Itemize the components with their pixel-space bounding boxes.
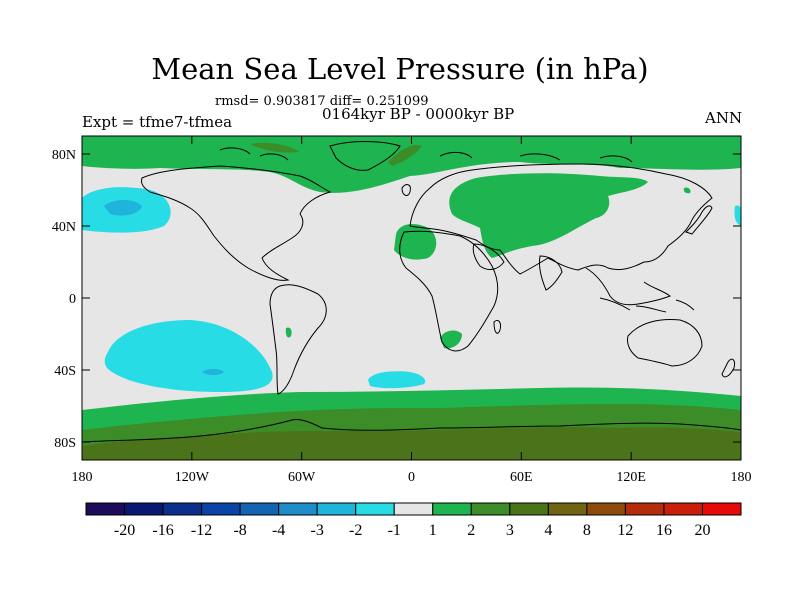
colorbar-label: 3 <box>506 522 514 539</box>
map-field <box>82 136 741 460</box>
eurasia-positive-region <box>449 173 648 258</box>
south-pacific-negative-region <box>104 320 273 392</box>
y-tick-label: 40N <box>52 220 76 235</box>
colorbar-swatch <box>663 502 703 516</box>
x-tick-label: 60W <box>288 470 316 485</box>
greenland-dark-patch <box>388 144 422 166</box>
colorbar-swatch <box>355 502 395 516</box>
colorbar-swatch <box>85 502 126 516</box>
coast-southeast-asia <box>585 267 672 306</box>
x-tick-label: 120E <box>616 470 646 485</box>
x-tick-label: 0 <box>408 470 415 485</box>
experiment-label: Expt = tfme7-tfmea <box>82 113 233 131</box>
y-tick-label: 80N <box>52 148 76 163</box>
coast-eurasia <box>409 163 713 275</box>
coast-japan <box>685 205 713 235</box>
arctic-dark-patch <box>250 142 300 153</box>
south-america-positive-spot <box>285 327 292 338</box>
x-tick-label: 180 <box>72 470 93 485</box>
coast-arctic-islands <box>219 147 633 163</box>
colorbar-swatch <box>432 502 472 516</box>
coast-south-america <box>269 284 327 395</box>
antarctica-band-3 <box>82 427 741 460</box>
north-pacific-east-negative <box>734 205 741 226</box>
x-tick-label: 120W <box>175 470 210 485</box>
coast-uk <box>401 184 411 196</box>
colorbar-swatch <box>547 502 588 516</box>
colorbar-swatch <box>239 502 280 516</box>
south-pacific-negative-core <box>202 369 224 375</box>
y-axis-ticks: 80N 40N 0 40S 80S <box>52 148 741 451</box>
colorbar-swatch <box>393 502 434 516</box>
colorbar-swatch <box>701 502 742 516</box>
coast-new-zealand <box>721 358 735 378</box>
colorbar-label: -20 <box>114 522 135 539</box>
y-tick-label: 80S <box>54 436 76 451</box>
south-atlantic-negative-region <box>368 371 426 389</box>
y-tick-label: 0 <box>69 292 76 307</box>
coast-antarctica <box>82 419 741 443</box>
north-pacific-negative-core <box>104 200 142 216</box>
east-asia-positive-spot <box>683 187 691 194</box>
coast-arabia <box>472 243 505 270</box>
arctic-positive-region <box>82 136 741 193</box>
colorbar-swatch <box>162 502 203 516</box>
colorbar-swatch <box>586 502 626 516</box>
coast-africa <box>399 230 499 352</box>
colorbar-swatch <box>509 502 549 516</box>
coastlines <box>82 141 741 443</box>
colorbar: -20 -16 -12 -8 -4 -3 -2 -1 1 2 3 4 8 12 16 20 <box>85 502 742 539</box>
colorbar-label: 1 <box>429 522 437 539</box>
colorbar-label: 20 <box>694 522 710 539</box>
map-title: Mean Sea Level Pressure (in hPa) <box>151 52 649 86</box>
colorbar-swatch <box>124 502 164 516</box>
southern-africa-positive-region <box>440 330 462 349</box>
x-tick-label: 60E <box>510 470 533 485</box>
colorbar-swatch <box>316 502 357 516</box>
x-tick-label: 180 <box>731 470 752 485</box>
north-africa-positive-region <box>394 224 437 260</box>
stats-subtitle: rmsd= 0.903817 diff= 0.251099 <box>215 94 429 109</box>
colorbar-label: -8 <box>233 522 246 539</box>
coast-indonesia <box>599 297 695 313</box>
colorbar-label: 4 <box>544 522 552 539</box>
coast-australia <box>627 319 703 367</box>
colorbar-label: -1 <box>388 522 401 539</box>
colorbar-swatch <box>278 502 318 516</box>
y-tick-label: 40S <box>54 364 76 379</box>
season-label: ANN <box>705 109 743 127</box>
colorbar-label: -2 <box>349 522 362 539</box>
period-subtitle: 0164kyr BP - 0000kyr BP <box>322 105 515 123</box>
coast-greenland <box>329 141 401 171</box>
colorbar-label: 12 <box>617 522 633 539</box>
colorbar-label: -12 <box>191 522 212 539</box>
colorbar-label: 8 <box>583 522 591 539</box>
x-axis-ticks: 180 120W 60W 0 60E 120E 180 <box>72 136 752 485</box>
coast-north-america <box>141 165 332 281</box>
colorbar-label: 16 <box>656 522 672 539</box>
colorbar-label: -4 <box>272 522 285 539</box>
colorbar-swatch <box>470 502 511 516</box>
colorbar-swatch <box>624 502 665 516</box>
colorbar-label: -16 <box>152 522 173 539</box>
coast-madagascar <box>493 319 501 334</box>
colorbar-swatch <box>201 502 241 516</box>
colorbar-label: 2 <box>467 522 475 539</box>
coast-india <box>539 255 563 291</box>
colorbar-label: -3 <box>311 522 324 539</box>
